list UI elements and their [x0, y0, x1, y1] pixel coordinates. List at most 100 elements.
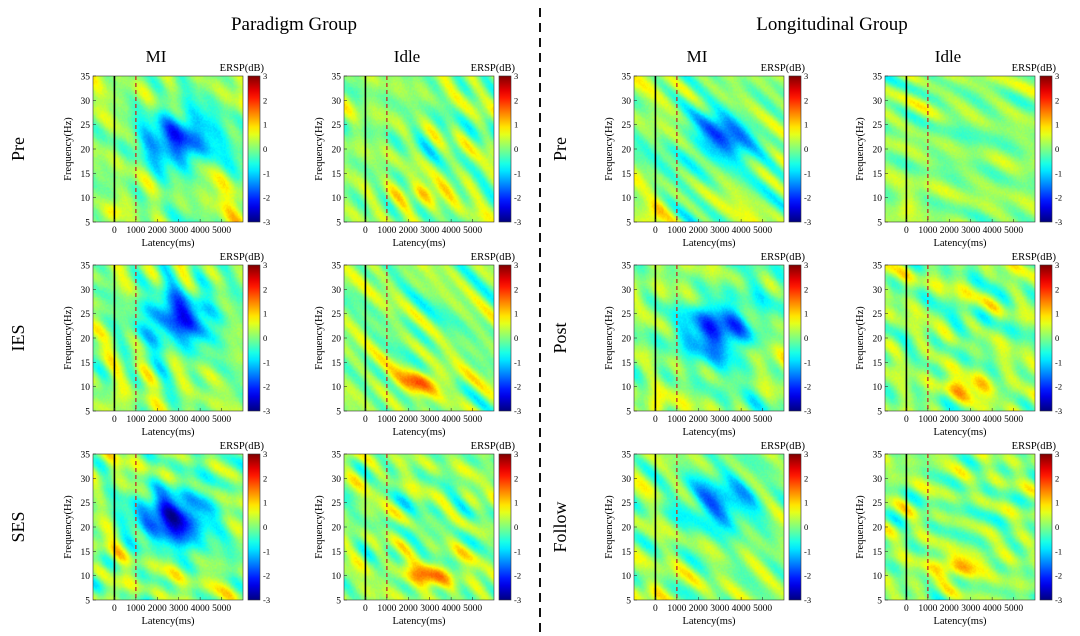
colorbar-tick-label: 3 [514, 260, 518, 270]
colorbar-tick-label: 0 [514, 522, 518, 532]
x-tick-label: 5000 [1004, 604, 1023, 614]
y-tick-label: 30 [873, 97, 883, 107]
colorbar-tick-label: 3 [1055, 449, 1059, 459]
colorbar-label: ERSP(dB) [761, 441, 806, 452]
x-tick-label: 3000 [710, 226, 729, 236]
y-tick-label: 10 [81, 383, 91, 393]
x-tick-label: 1000 [667, 226, 686, 236]
y-tick-label: 15 [81, 170, 91, 180]
heatmap-image [634, 76, 784, 222]
x-tick-label: 2000 [689, 604, 708, 614]
y-tick-label: 10 [622, 383, 632, 393]
colorbar-tick-label: -2 [1055, 382, 1062, 392]
y-tick-label: 35 [81, 262, 91, 272]
y-tick-label: 25 [81, 499, 91, 509]
y-axis-label: Frequency(Hz) [604, 117, 615, 181]
x-tick-label: 4000 [191, 604, 210, 614]
x-tick-label: 0 [363, 415, 368, 425]
x-tick-label: 0 [904, 604, 909, 614]
x-tick-label: 0 [112, 226, 117, 236]
y-tick-label: 35 [332, 262, 342, 272]
colorbar-tick-label: 1 [514, 120, 518, 130]
colorbar-tick-label: 1 [263, 309, 267, 319]
y-tick-label: 10 [81, 572, 91, 582]
x-tick-label: 1000 [667, 604, 686, 614]
y-axis-label: Frequency(Hz) [855, 306, 866, 370]
colorbar-tick-label: 0 [514, 333, 518, 343]
x-axis-label: Latency(ms) [682, 427, 736, 438]
colorbar-tick-label: 3 [263, 449, 267, 459]
x-tick-label: 2000 [399, 226, 418, 236]
y-tick-label: 15 [873, 170, 883, 180]
x-tick-label: 4000 [732, 226, 751, 236]
y-tick-label: 35 [332, 73, 342, 83]
x-axis-label: Latency(ms) [682, 616, 736, 627]
titles-layer: Paradigm Group MI Idle Pre IES SES Longitudina… [8, 14, 961, 553]
y-tick-label: 20 [332, 524, 342, 534]
x-tick-label: 5000 [1004, 415, 1023, 425]
colorbar-tick-label: -1 [514, 357, 521, 367]
x-axis-label: Latency(ms) [933, 616, 987, 627]
colorbar [788, 264, 802, 412]
x-axis-label: Latency(ms) [141, 616, 195, 627]
x-tick-label: 2000 [148, 604, 167, 614]
colorbar-tick-label: -1 [1055, 546, 1062, 556]
heatmap-image [344, 454, 494, 600]
y-tick-label: 10 [622, 572, 632, 582]
y-tick-label: 5 [877, 408, 882, 418]
y-tick-label: 35 [622, 262, 632, 272]
colorbar-tick-label: 2 [263, 95, 267, 105]
heatmap-image [634, 265, 784, 411]
x-axis-label: Latency(ms) [933, 238, 987, 249]
colorbar-tick-label: 0 [804, 333, 808, 343]
x-tick-label: 3000 [169, 226, 188, 236]
colorbar-tick-label: -1 [1055, 357, 1062, 367]
y-tick-label: 30 [622, 475, 632, 485]
x-tick-label: 4000 [732, 415, 751, 425]
y-tick-label: 25 [873, 121, 883, 131]
colorbar-tick-label: -2 [263, 571, 270, 581]
colorbar-tick-label: -3 [263, 217, 270, 227]
y-tick-label: 35 [622, 73, 632, 83]
row-label-pre: Pre [8, 137, 28, 161]
y-tick-label: 30 [622, 97, 632, 107]
row-label-pre: Pre [550, 137, 570, 161]
x-tick-label: 3000 [961, 226, 980, 236]
colorbar-tick-label: -1 [804, 546, 811, 556]
x-tick-label: 5000 [212, 415, 231, 425]
y-tick-label: 20 [873, 146, 883, 156]
x-tick-label: 0 [363, 226, 368, 236]
x-tick-label: 2000 [399, 604, 418, 614]
y-tick-label: 30 [873, 286, 883, 296]
x-tick-label: 4000 [983, 604, 1002, 614]
column-title-idle: Idle [935, 47, 961, 66]
y-tick-label: 30 [81, 475, 91, 485]
y-tick-label: 10 [873, 383, 883, 393]
x-tick-label: 4000 [442, 415, 461, 425]
x-tick-label: 1000 [918, 604, 937, 614]
y-tick-label: 15 [873, 359, 883, 369]
x-tick-label: 2000 [940, 415, 959, 425]
colorbar-tick-label: 0 [263, 144, 267, 154]
colorbar [247, 453, 261, 601]
x-tick-label: 3000 [420, 415, 439, 425]
colorbar-tick-label: 2 [1055, 473, 1059, 483]
y-tick-label: 35 [622, 451, 632, 461]
colorbar-tick-label: -2 [514, 193, 521, 203]
y-tick-label: 25 [622, 499, 632, 509]
colorbar-tick-label: 3 [1055, 71, 1059, 81]
colorbar-tick-label: 3 [263, 71, 267, 81]
colorbar-label: ERSP(dB) [761, 63, 806, 74]
colorbar-tick-label: -3 [514, 406, 521, 416]
y-tick-label: 25 [873, 499, 883, 509]
colorbar-label: ERSP(dB) [471, 63, 516, 74]
colorbar-tick-label: -3 [263, 406, 270, 416]
heatmap-image [93, 76, 243, 222]
row-label-post: Post [550, 322, 570, 353]
colorbar-tick-label: -2 [514, 382, 521, 392]
x-tick-label: 4000 [191, 226, 210, 236]
x-tick-label: 3000 [961, 415, 980, 425]
colorbar-tick-label: 1 [804, 309, 808, 319]
